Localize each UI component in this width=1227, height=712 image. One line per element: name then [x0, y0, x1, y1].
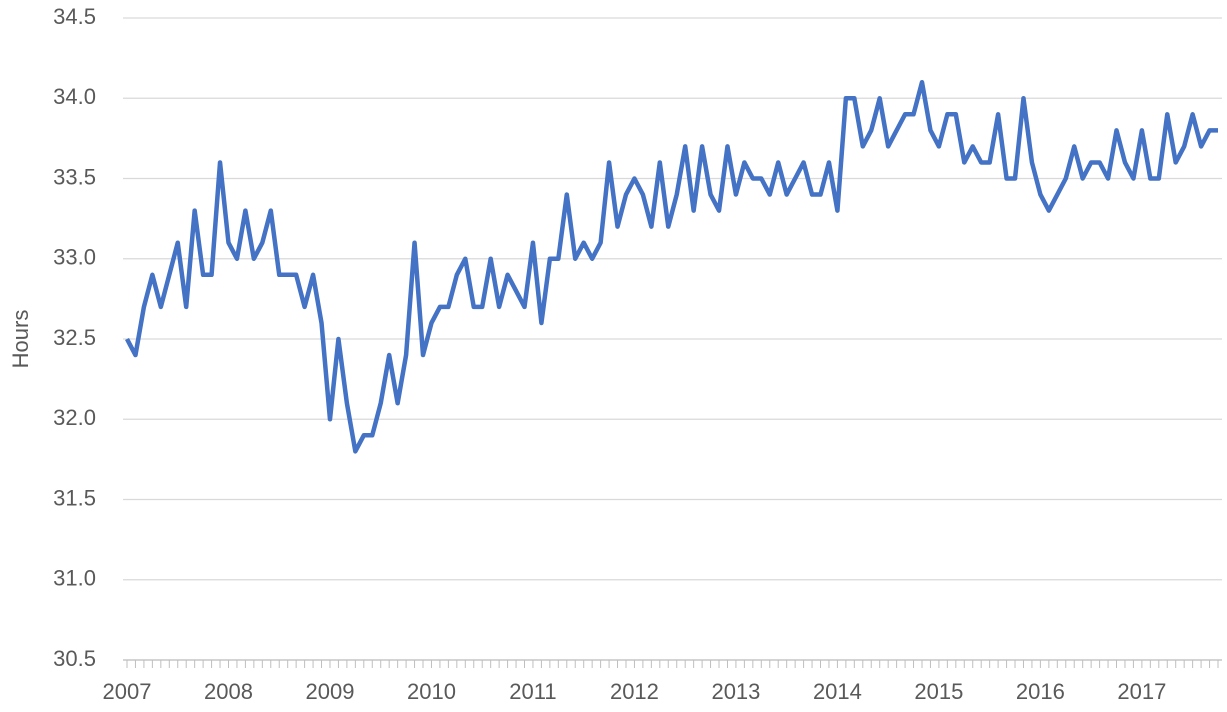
x-tick-label: 2017 — [1117, 679, 1166, 704]
y-tick-label: 32.5 — [53, 325, 96, 350]
y-tick-label: 32.0 — [53, 405, 96, 430]
y-axis-label: Hours — [8, 310, 33, 369]
data-line — [125, 79, 1218, 454]
x-tick-label: 2011 — [509, 679, 556, 704]
y-tick-label: 33.5 — [53, 164, 96, 189]
y-tick-label: 31.5 — [53, 485, 96, 510]
x-tick-label: 2013 — [711, 679, 760, 704]
y-tick-label: 34.0 — [53, 84, 96, 109]
x-tick-label: 2012 — [610, 679, 659, 704]
x-tick-label: 2007 — [103, 679, 152, 704]
x-tick-label: 2008 — [204, 679, 253, 704]
x-tick-label: 2009 — [306, 679, 355, 704]
x-tick-label: 2010 — [407, 679, 456, 704]
x-tick-label: 2016 — [1016, 679, 1065, 704]
x-tick-label: 2015 — [914, 679, 963, 704]
x-tick-label: 2014 — [813, 679, 862, 704]
y-tick-label: 31.0 — [53, 566, 96, 591]
y-tick-label: 33.0 — [53, 245, 96, 270]
y-tick-label: 34.5 — [53, 4, 96, 29]
y-tick-label: 30.5 — [53, 646, 96, 671]
